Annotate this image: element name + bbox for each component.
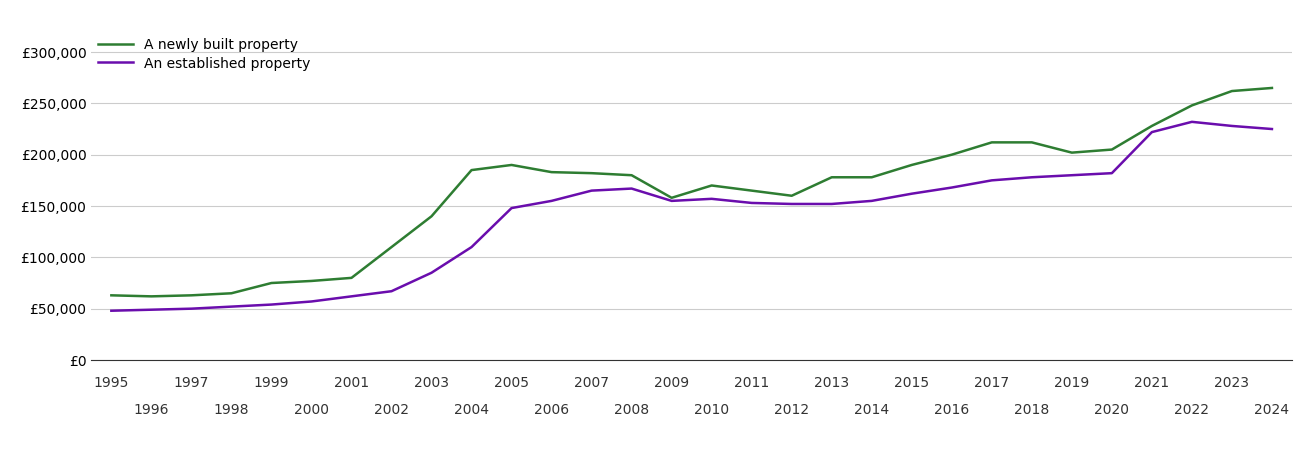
Text: 2002: 2002 [375, 403, 408, 417]
A newly built property [864, 175, 880, 180]
Text: 1996: 1996 [133, 403, 170, 417]
A newly built property [703, 183, 719, 188]
An established property [744, 200, 760, 206]
A newly built property [1024, 140, 1040, 145]
Text: 2023: 2023 [1215, 376, 1249, 391]
An established property [1224, 123, 1240, 129]
An established property [184, 306, 200, 311]
An established property [823, 201, 839, 207]
An established property [703, 196, 719, 202]
A newly built property [304, 278, 320, 284]
Text: 2016: 2016 [934, 403, 970, 417]
An established property [1265, 126, 1280, 132]
Text: 2012: 2012 [774, 403, 809, 417]
A newly built property [624, 172, 639, 178]
An established property [424, 270, 440, 275]
Text: 1999: 1999 [253, 376, 290, 391]
Text: 2003: 2003 [414, 376, 449, 391]
Text: 2021: 2021 [1134, 376, 1169, 391]
A newly built property [504, 162, 519, 168]
An established property [463, 244, 479, 250]
An established property [1064, 172, 1079, 178]
A newly built property [1104, 147, 1120, 152]
A newly built property [424, 214, 440, 219]
A newly built property [1064, 150, 1079, 155]
An established property [984, 178, 1000, 183]
Text: 2000: 2000 [294, 403, 329, 417]
A newly built property [463, 167, 479, 173]
Line: A newly built property: A newly built property [111, 88, 1272, 297]
A newly built property [184, 292, 200, 298]
A newly built property [223, 291, 239, 296]
An established property [1104, 171, 1120, 176]
An established property [1024, 175, 1040, 180]
Legend: A newly built property, An established property: A newly built property, An established p… [98, 38, 311, 71]
Text: 2009: 2009 [654, 376, 689, 391]
A newly built property [823, 175, 839, 180]
Text: 1997: 1997 [174, 376, 209, 391]
A newly built property [1184, 103, 1199, 108]
An established property [384, 288, 399, 294]
Text: 2020: 2020 [1095, 403, 1129, 417]
A newly built property [984, 140, 1000, 145]
An established property [864, 198, 880, 203]
An established property [1144, 130, 1160, 135]
Text: 1998: 1998 [214, 403, 249, 417]
Text: 2006: 2006 [534, 403, 569, 417]
An established property [304, 299, 320, 304]
An established property [1184, 119, 1199, 125]
Text: 2007: 2007 [574, 376, 609, 391]
Text: 2024: 2024 [1254, 403, 1289, 417]
An established property [103, 308, 119, 313]
Text: 2010: 2010 [694, 403, 729, 417]
Text: 2022: 2022 [1174, 403, 1210, 417]
A newly built property [1144, 123, 1160, 129]
An established property [144, 307, 159, 312]
A newly built property [664, 195, 680, 201]
Text: 2015: 2015 [894, 376, 929, 391]
A newly built property [103, 292, 119, 298]
Text: 2008: 2008 [615, 403, 649, 417]
Text: 2001: 2001 [334, 376, 369, 391]
A newly built property [264, 280, 279, 286]
Text: 2005: 2005 [495, 376, 529, 391]
An established property [664, 198, 680, 203]
A newly built property [944, 152, 959, 158]
An established property [944, 185, 959, 190]
A newly built property [784, 193, 800, 198]
A newly built property [544, 170, 560, 175]
An established property [504, 205, 519, 211]
Text: 2018: 2018 [1014, 403, 1049, 417]
An established property [343, 294, 359, 299]
Text: 2004: 2004 [454, 403, 489, 417]
Line: An established property: An established property [111, 122, 1272, 310]
Text: 2017: 2017 [975, 376, 1009, 391]
An established property [583, 188, 599, 194]
Text: 2011: 2011 [733, 376, 770, 391]
An established property [264, 302, 279, 307]
An established property [624, 186, 639, 191]
A newly built property [1224, 88, 1240, 94]
An established property [904, 191, 920, 196]
A newly built property [1265, 85, 1280, 90]
A newly built property [904, 162, 920, 168]
A newly built property [343, 275, 359, 281]
Text: 2014: 2014 [855, 403, 889, 417]
Text: 2019: 2019 [1054, 376, 1090, 391]
A newly built property [744, 188, 760, 194]
A newly built property [583, 171, 599, 176]
An established property [544, 198, 560, 203]
An established property [223, 304, 239, 309]
An established property [784, 201, 800, 207]
Text: 1995: 1995 [94, 376, 129, 391]
Text: 2013: 2013 [814, 376, 850, 391]
A newly built property [144, 294, 159, 299]
A newly built property [384, 244, 399, 250]
